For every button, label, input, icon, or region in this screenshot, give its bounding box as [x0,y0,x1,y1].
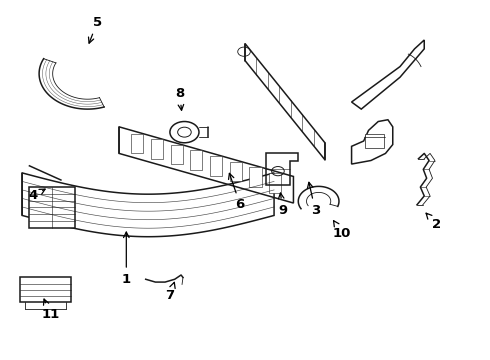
Bar [365,134,384,148]
Text: 11: 11 [41,299,59,321]
Bar [190,150,202,170]
Text: 1: 1 [122,232,131,286]
Text: 4: 4 [28,189,45,202]
Bar [151,139,163,159]
Text: 5: 5 [89,16,102,43]
Bar [20,278,71,302]
Bar [210,156,222,176]
Bar [269,173,281,193]
Text: 10: 10 [333,221,351,240]
Bar [29,187,75,228]
Text: 8: 8 [175,87,184,110]
Bar [249,167,262,187]
Bar [131,134,143,153]
Text: 2: 2 [426,213,441,231]
Text: 3: 3 [307,182,320,217]
Bar [230,162,242,181]
Text: 6: 6 [228,173,245,211]
Text: 9: 9 [278,193,287,217]
Bar [171,145,183,164]
Text: 7: 7 [165,282,175,302]
